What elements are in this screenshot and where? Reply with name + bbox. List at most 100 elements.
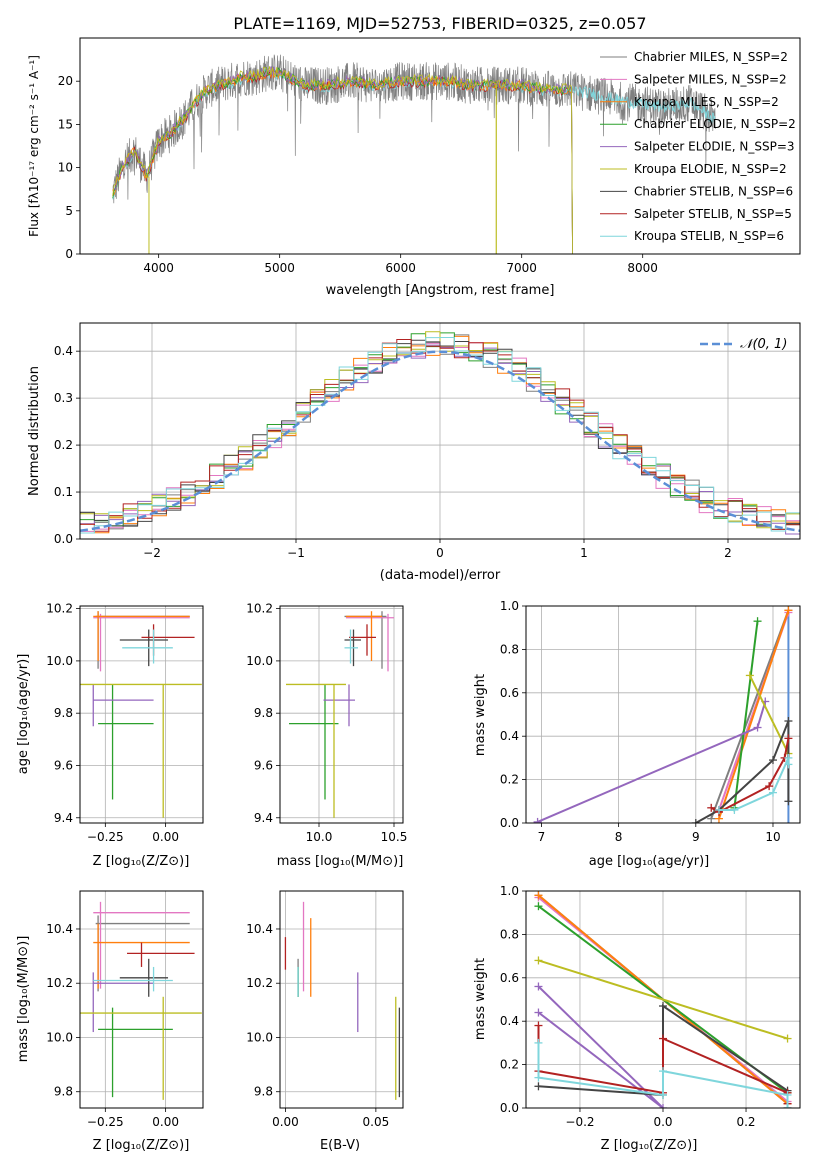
residual-ytick-label: 0.1 <box>54 485 73 499</box>
age-vs-mass-frame <box>279 605 404 824</box>
spectrum-ytick-label: 0 <box>65 247 73 261</box>
massweight-vs-z-frame <box>525 890 801 1109</box>
massweight-vs-age-ytick-label: 0.2 <box>500 773 519 787</box>
massweight-vs-z-ytick-label: 0.0 <box>500 1101 519 1115</box>
spectrum-xtick-label: 5000 <box>264 261 295 275</box>
spectrum-ytick-label: 5 <box>65 204 73 218</box>
mass-vs-ebv-plot-area <box>284 901 401 1100</box>
spectrum-panel: wavelength [Angstrom, rest frame] Flux [… <box>27 37 801 298</box>
massweight-vs-age-xtick-label: 9 <box>692 830 700 844</box>
mass-vs-z-frame <box>79 890 204 1109</box>
massweight-vs-z-ytick-label: 0.4 <box>500 1014 519 1028</box>
spectrum-ytick-label: 10 <box>58 161 73 175</box>
massweight-vs-age-ytick-label: 0.4 <box>500 729 519 743</box>
spectrum-ytick-label: 15 <box>58 117 73 131</box>
mass-vs-ebv-ytick-label: 10.0 <box>246 1030 273 1044</box>
residual-xtick-label: −2 <box>143 546 161 560</box>
mass-vs-z-ytick-label: 10.0 <box>46 1030 73 1044</box>
spectrum-xlabel: wavelength [Angstrom, rest frame] <box>326 283 555 298</box>
spectrum-legend-label: Salpeter ELODIE, N_SSP=3 <box>634 140 795 154</box>
spectrum-legend-label: Salpeter STELIB, N_SSP=5 <box>634 207 792 221</box>
mass-vs-z-ytick-label: 10.4 <box>46 922 73 936</box>
residual-ytick-label: 0.0 <box>54 532 73 546</box>
mass-vs-z-ylabel: mass [log₁₀(M/M⊙)] <box>16 936 31 1063</box>
residual-ytick-label: 0.4 <box>54 344 73 358</box>
residual-legend-label: 𝒩(0, 1) <box>740 337 787 352</box>
residual-ytick-label: 0.2 <box>54 438 73 452</box>
massweight-vs-age-ylabel: mass weight <box>473 674 488 756</box>
mass-vs-ebv-ytick-label: 10.2 <box>246 976 273 990</box>
age-vs-z-ytick-label: 9.6 <box>54 758 73 772</box>
spectrum-xtick-label: 6000 <box>385 261 416 275</box>
massweight-vs-age-panel: age [log₁₀(age/yr)] mass weight 7 8 9 10 0.0… <box>473 599 801 869</box>
massweight-vs-z-plot-area <box>534 891 792 1108</box>
mass-vs-ebv-panel: E(B-V) 0.00 0.05 9.8 10.0 10.2 10.4 <box>246 890 404 1153</box>
massweight-vs-z-ylabel: mass weight <box>473 958 488 1040</box>
mass-vs-z-panel: Z [log₁₀(Z/Z⊙)] mass [log₁₀(M/M⊙)] −0.25… <box>16 890 204 1153</box>
massweight-vs-age-plot-area <box>533 606 793 823</box>
mass-vs-ebv-ytick-label: 9.8 <box>254 1085 273 1099</box>
massweight-vs-z-xtick-label: 0.2 <box>736 1115 755 1129</box>
residual-histogram-series <box>80 337 800 534</box>
spectrum-plot-area <box>112 54 716 254</box>
spectrum-frame <box>79 37 801 255</box>
residual-xlabel: (data-model)/error <box>380 568 501 583</box>
residual-xtick-label: −1 <box>287 546 305 560</box>
residual-xtick-label: 1 <box>580 546 588 560</box>
age-vs-mass-panel: mass [log₁₀(M/M⊙)] 10.0 10.5 9.4 9.6 9.8 10.0… <box>246 602 407 869</box>
massweight-vs-z-series-line <box>538 959 788 1040</box>
residual-ytick-label: 0.3 <box>54 391 73 405</box>
massweight-vs-age-xtick-label: 7 <box>538 830 546 844</box>
massweight-vs-z-xtick-label: 0.0 <box>653 1115 672 1129</box>
spectrum-legend-label: Kroupa ELODIE, N_SSP=2 <box>634 162 787 176</box>
mass-vs-ebv-frame <box>279 890 404 1109</box>
age-vs-z-ytick-label: 9.4 <box>54 811 73 825</box>
residual-xtick-label: 2 <box>724 546 732 560</box>
mass-vs-z-plot-area <box>80 901 202 1100</box>
spectrum-xtick-label: 8000 <box>627 261 658 275</box>
massweight-vs-age-ytick-label: 0.8 <box>500 642 519 656</box>
massweight-vs-z-ytick-label: 0.6 <box>500 971 519 985</box>
spectrum-ytick-label: 20 <box>58 74 73 88</box>
age-vs-mass-plot-area <box>286 611 394 818</box>
mass-vs-ebv-xtick-label: 0.00 <box>272 1115 299 1129</box>
mass-vs-ebv-xtick-label: 0.05 <box>363 1115 390 1129</box>
spectrum-legend-label: Kroupa MILES, N_SSP=2 <box>634 95 779 109</box>
age-vs-mass-ytick-label: 9.4 <box>254 811 273 825</box>
age-vs-z-xtick-label: 0.00 <box>152 830 179 844</box>
mass-vs-z-ytick-label: 9.8 <box>54 1085 73 1099</box>
spectrum-kroupa-stelib-line <box>572 85 716 125</box>
massweight-vs-z-ytick-label: 1.0 <box>500 884 519 898</box>
age-vs-mass-xlabel: mass [log₁₀(M/M⊙)] <box>277 854 404 869</box>
age-vs-z-ytick-label: 10.0 <box>46 654 73 668</box>
massweight-vs-z-ytick-label: 0.2 <box>500 1058 519 1072</box>
spectrum-model-line <box>112 66 573 254</box>
mass-vs-z-ytick-label: 10.2 <box>46 976 73 990</box>
age-vs-mass-ytick-label: 10.0 <box>246 654 273 668</box>
massweight-vs-age-frame <box>525 605 801 824</box>
massweight-vs-age-series-line <box>718 609 790 820</box>
massweight-vs-age-series-line <box>748 674 790 755</box>
residual-frame <box>79 322 801 540</box>
spectrum-xtick-label: 7000 <box>506 261 537 275</box>
residual-ylabel: Normed distribution <box>27 366 42 496</box>
spectrum-legend-label: Chabrier STELIB, N_SSP=6 <box>634 184 793 198</box>
spectrum-legend-label: Chabrier ELODIE, N_SSP=2 <box>634 117 796 131</box>
massweight-vs-age-ytick-label: 0.6 <box>500 686 519 700</box>
massweight-vs-z-xtick-label: −0.2 <box>565 1115 594 1129</box>
residual-panel: (data-model)/error Normed distribution −… <box>27 322 801 583</box>
massweight-vs-age-ytick-label: 0.0 <box>500 816 519 830</box>
massweight-vs-z-panel: Z [log₁₀(Z/Z⊙)] mass weight −0.2 0.0 0.2 0.… <box>473 884 801 1153</box>
mass-vs-z-xlabel: Z [log₁₀(Z/Z⊙)] <box>93 1138 190 1153</box>
massweight-vs-age-series-line <box>710 609 790 820</box>
age-vs-mass-xtick-label: 10.0 <box>306 830 333 844</box>
normal-curve <box>80 350 800 533</box>
spectrum-ylabel: Flux [fλ10⁻¹⁷ erg cm⁻² s⁻¹ A⁻¹] <box>27 55 41 237</box>
massweight-vs-age-xlabel: age [log₁₀(age/yr)] <box>589 854 710 869</box>
massweight-vs-age-xtick-label: 10 <box>765 830 780 844</box>
age-vs-z-ylabel: age [log₁₀(age/yr)] <box>16 654 31 775</box>
massweight-vs-z-ytick-label: 0.8 <box>500 927 519 941</box>
age-vs-z-ytick-label: 10.2 <box>46 602 73 616</box>
